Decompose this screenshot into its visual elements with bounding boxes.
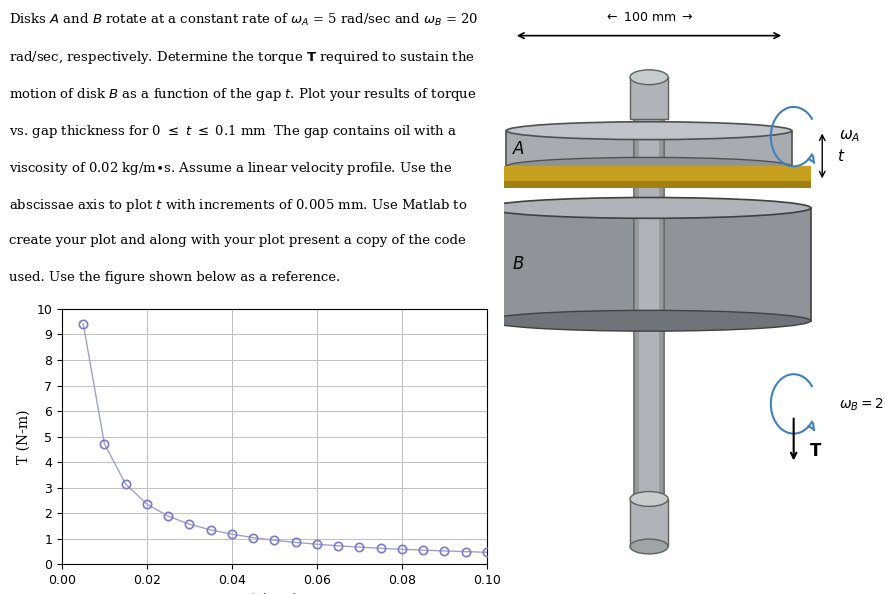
Text: create your plot and along with your plot present a copy of the code: create your plot and along with your plo… <box>9 234 466 247</box>
Ellipse shape <box>488 197 811 218</box>
Bar <box>630 499 668 546</box>
Bar <box>630 77 668 119</box>
Ellipse shape <box>630 539 668 554</box>
Bar <box>488 181 811 188</box>
Ellipse shape <box>506 122 792 140</box>
Ellipse shape <box>488 310 811 331</box>
Bar <box>634 77 639 505</box>
Bar <box>506 131 792 166</box>
Text: $B$: $B$ <box>512 255 525 273</box>
Bar <box>634 77 665 505</box>
Text: viscosity of 0.02 kg/m$\bullet$s. Assume a linear velocity profile. Use the: viscosity of 0.02 kg/m$\bullet$s. Assume… <box>9 160 452 177</box>
Text: rad/sec, respectively. Determine the torque $\mathbf{T}$ required to sustain the: rad/sec, respectively. Determine the tor… <box>9 49 474 66</box>
X-axis label: t (mm): t (mm) <box>250 593 298 594</box>
Text: $t$: $t$ <box>837 148 846 164</box>
Bar <box>658 77 665 505</box>
Text: Disks $A$ and $B$ rotate at a constant rate of $\omega_A$ = 5 rad/sec and $\omeg: Disks $A$ and $B$ rotate at a constant r… <box>9 12 478 28</box>
Bar <box>488 208 811 321</box>
Text: $\omega_B = 20\ \mathrm{rad/s}$: $\omega_B = 20\ \mathrm{rad/s}$ <box>839 395 885 413</box>
Text: motion of disk $B$ as a function of the gap $t$. Plot your results of torque: motion of disk $B$ as a function of the … <box>9 86 476 103</box>
Ellipse shape <box>506 157 792 175</box>
Ellipse shape <box>630 70 668 85</box>
Text: abscissae axis to plot $t$ with increments of 0.005 mm. Use Matlab to: abscissae axis to plot $t$ with incremen… <box>9 197 467 214</box>
Bar <box>488 166 811 181</box>
Ellipse shape <box>630 492 668 506</box>
Text: used. Use the figure shown below as a reference.: used. Use the figure shown below as a re… <box>9 271 340 285</box>
Text: $A$: $A$ <box>512 140 525 157</box>
Text: $\omega_A$: $\omega_A$ <box>839 129 860 144</box>
Text: vs. gap thickness for 0 $\leq$ $t$ $\leq$ 0.1 mm  The gap contains oil with a: vs. gap thickness for 0 $\leq$ $t$ $\leq… <box>9 123 457 140</box>
Text: $\leftarrow$ 100 mm $\rightarrow$: $\leftarrow$ 100 mm $\rightarrow$ <box>604 11 694 24</box>
Y-axis label: T (N-m): T (N-m) <box>17 409 31 464</box>
Text: $\mathbf{T}$: $\mathbf{T}$ <box>809 443 822 460</box>
